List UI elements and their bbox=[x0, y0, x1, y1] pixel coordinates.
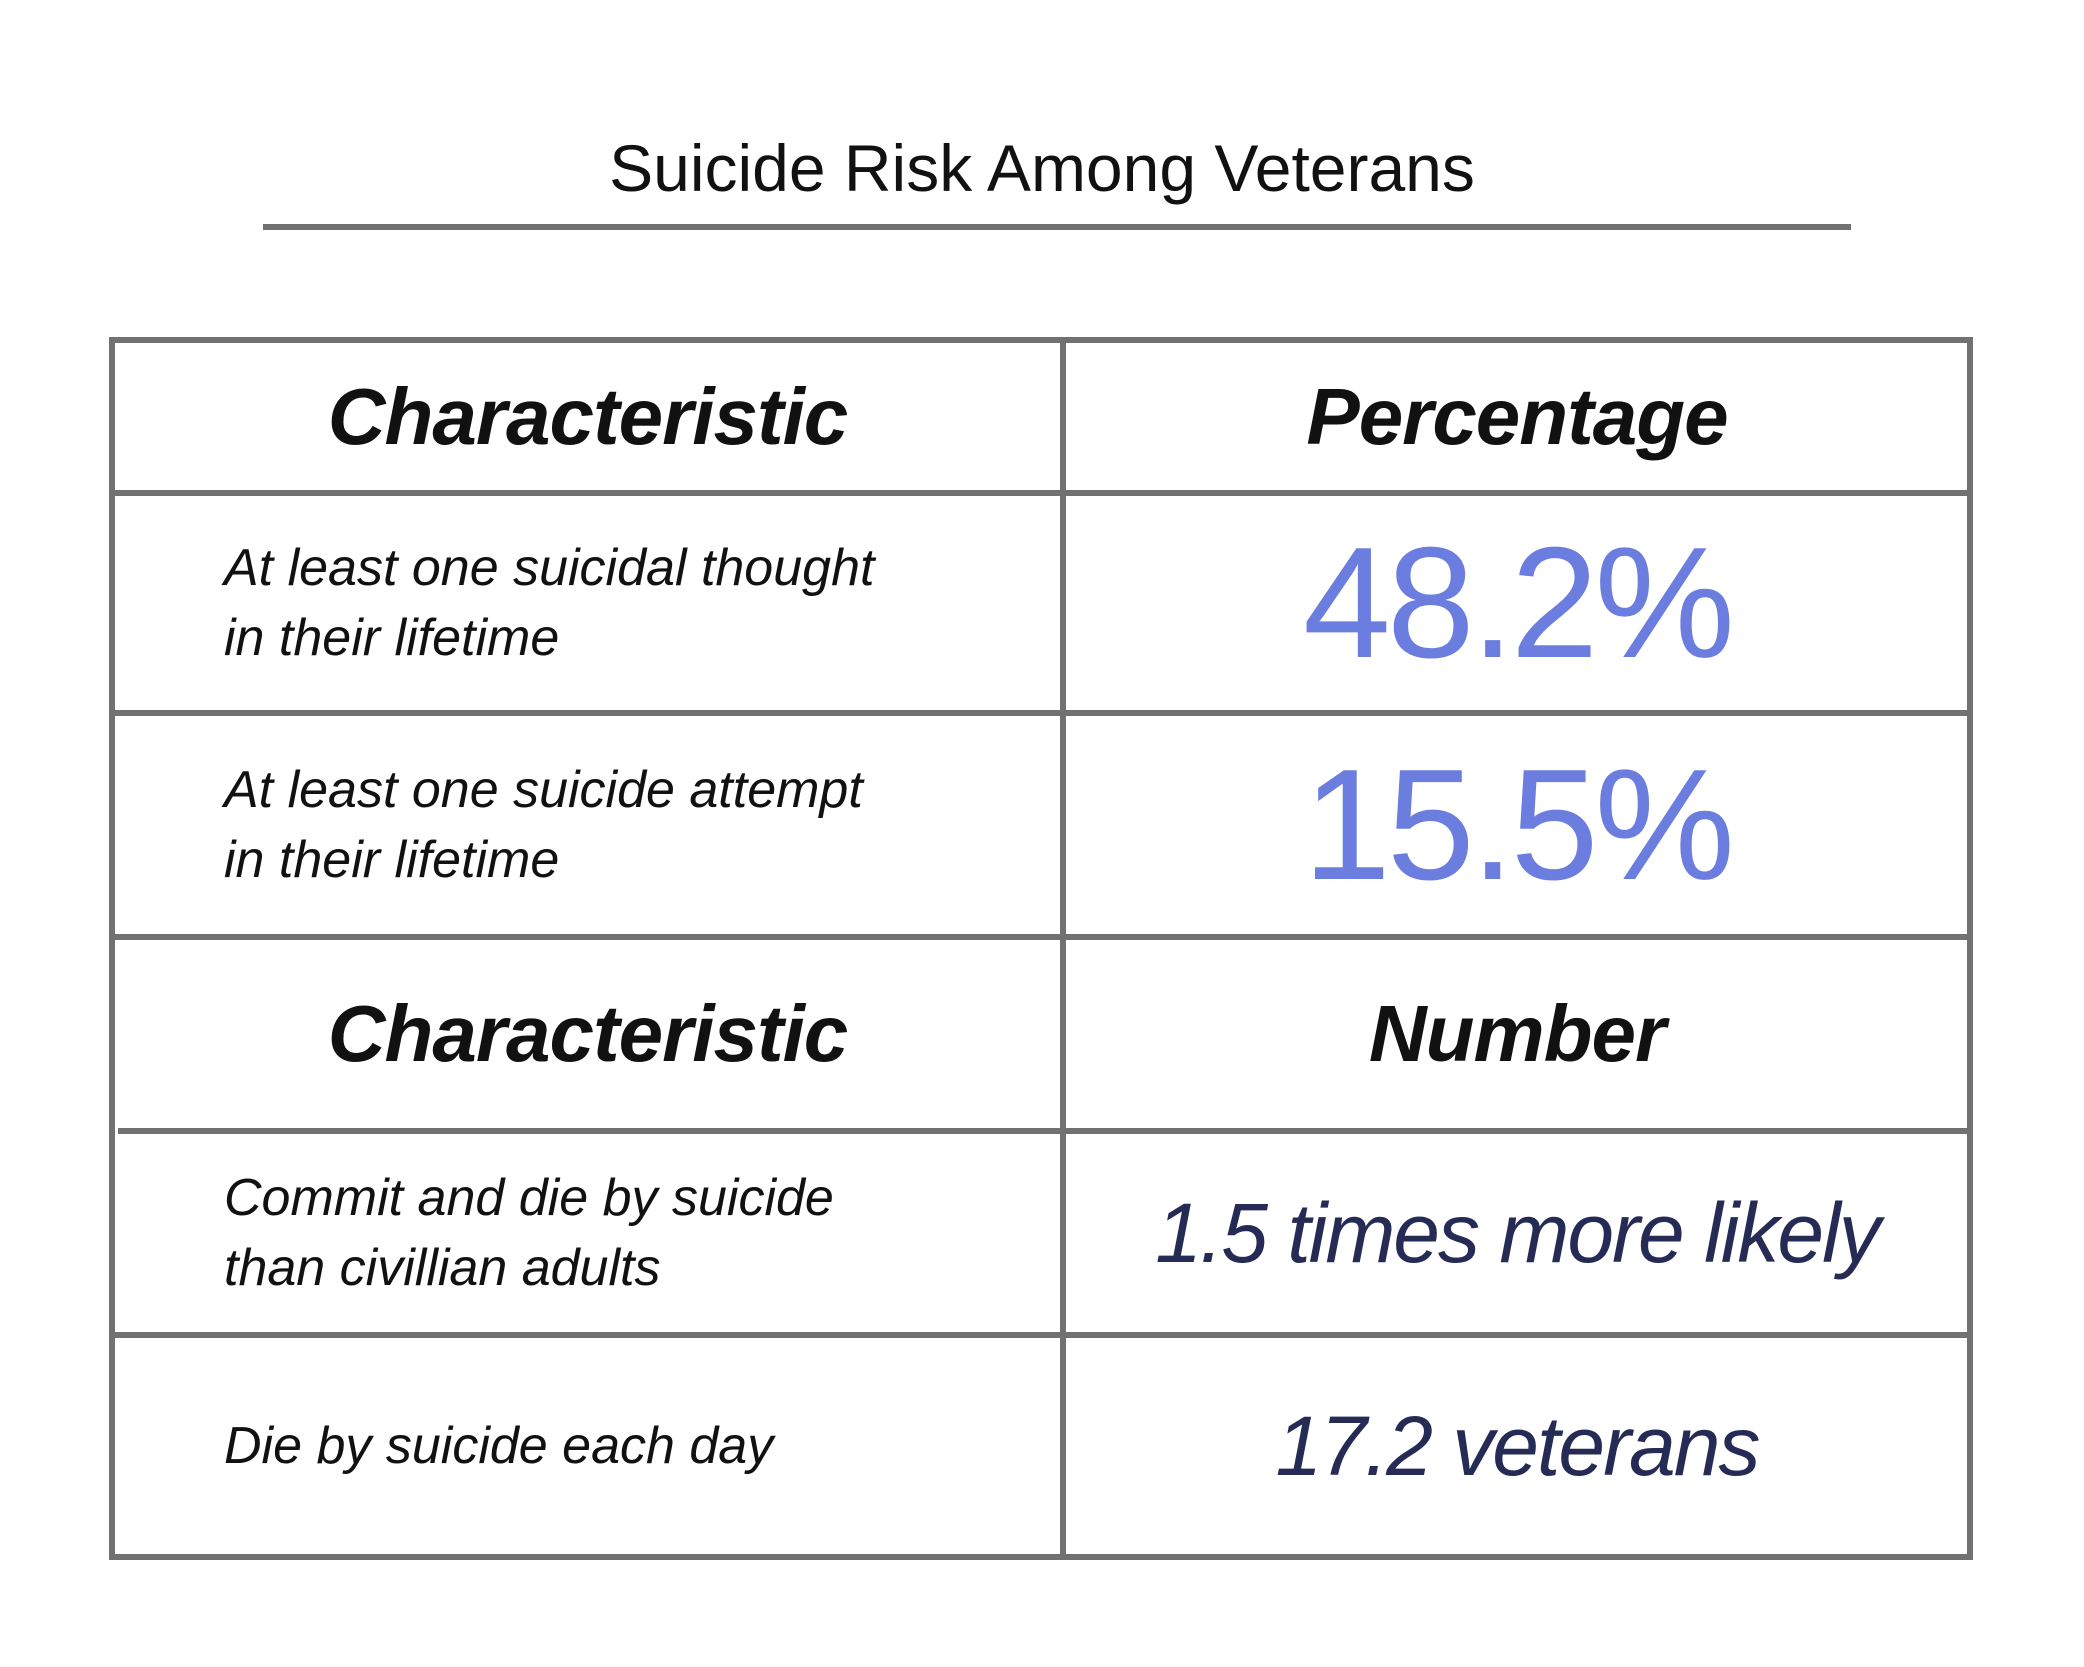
column-header: Characteristic bbox=[327, 371, 849, 461]
column-header: Number bbox=[1368, 989, 1666, 1078]
title: Suicide Risk Among Veterans bbox=[609, 131, 1475, 205]
row-label: Die by suicide each day bbox=[115, 1338, 1060, 1554]
row-value: 48.2% bbox=[1302, 514, 1735, 691]
row-value: 17.2 veterans bbox=[1275, 1398, 1760, 1493]
row-value: 1.5 times more likely bbox=[1155, 1185, 1881, 1280]
column-header: Percentage bbox=[1306, 371, 1728, 461]
label-line: than civillian adults bbox=[224, 1239, 661, 1297]
label-line: At least one suicidal thought bbox=[224, 539, 875, 597]
label-line: in their lifetime bbox=[224, 831, 560, 889]
column-header: Characteristic bbox=[327, 989, 849, 1078]
row-value: 15.5% bbox=[1302, 736, 1735, 913]
label-line: in their lifetime bbox=[224, 609, 560, 667]
row-label: At least one suicidal thought in their li… bbox=[115, 496, 1060, 710]
table-border bbox=[109, 337, 1973, 1560]
label-line: Die by suicide each day bbox=[224, 1417, 774, 1475]
label-line: Commit and die by suicide bbox=[224, 1169, 834, 1227]
label-line: At least one suicide attempt bbox=[224, 761, 863, 819]
row-label: At least one suicide attempt in their lif… bbox=[115, 716, 1060, 934]
row-label: Commit and die by suicide than civillian … bbox=[115, 1134, 1060, 1332]
